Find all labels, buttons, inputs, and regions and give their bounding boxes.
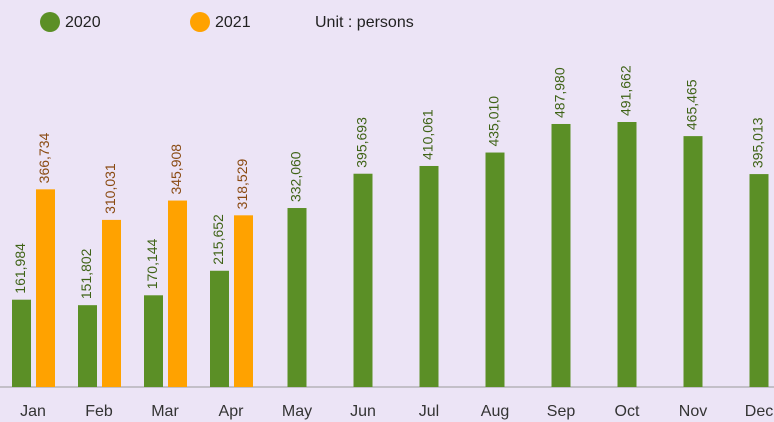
x-tick-label: May: [282, 403, 312, 420]
x-tick-label: Jan: [20, 403, 46, 420]
value-label: 491,662: [618, 65, 634, 116]
bar: [551, 123, 571, 387]
value-label: 410,061: [420, 109, 436, 160]
bar: [419, 165, 439, 387]
value-label: 395,013: [750, 117, 766, 168]
x-tick-label: Aug: [481, 403, 509, 420]
bar: [353, 173, 373, 387]
x-tick-label: Oct: [615, 403, 640, 420]
legend-label: 2020: [65, 14, 101, 31]
x-tick-label: Nov: [679, 403, 707, 420]
x-tick-label: Feb: [85, 403, 113, 420]
value-label: 395,693: [354, 117, 370, 168]
value-label: 170,144: [144, 238, 160, 289]
bar: [144, 295, 163, 387]
value-label: 318,529: [234, 158, 250, 209]
value-label: 366,734: [36, 133, 52, 184]
bar: [168, 200, 187, 387]
bar: [749, 174, 769, 387]
bar: [210, 270, 229, 387]
x-tick-label: Jun: [350, 403, 376, 420]
bar: [485, 152, 505, 387]
bar: [36, 189, 55, 387]
x-tick-label: Sep: [547, 403, 576, 420]
bar: [12, 299, 31, 387]
value-label: 161,984: [12, 243, 28, 294]
value-label: 435,010: [486, 96, 502, 147]
bar: [102, 219, 121, 387]
value-label: 310,031: [102, 163, 118, 214]
legend-swatch: [40, 12, 60, 32]
bar: [78, 305, 97, 387]
bar: [234, 215, 253, 387]
value-label: 345,908: [168, 144, 184, 195]
legend-label: 2021: [215, 14, 251, 31]
x-tick-label: Jul: [419, 403, 439, 420]
legend-swatch: [190, 12, 210, 32]
value-label: 215,652: [210, 214, 226, 265]
x-tick-label: Apr: [219, 403, 245, 420]
bar: [287, 208, 307, 387]
value-label: 151,802: [78, 248, 94, 299]
x-tick-label: Mar: [151, 403, 179, 420]
bar: [617, 122, 637, 387]
value-label: 332,060: [288, 151, 304, 202]
value-label: 465,465: [684, 79, 700, 130]
bar: [683, 136, 703, 387]
unit-label: Unit : persons: [315, 14, 414, 31]
x-tick-label: Dec: [745, 403, 773, 420]
value-label: 487,980: [552, 67, 568, 118]
